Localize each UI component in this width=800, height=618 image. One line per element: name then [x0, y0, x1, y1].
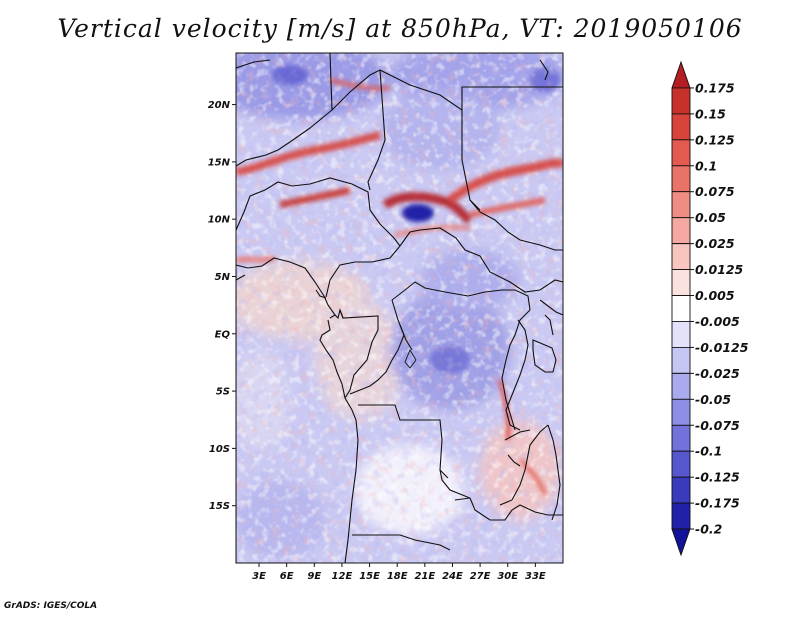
lon-tick-label: 6E	[280, 571, 294, 582]
colorbar-bin	[671, 269, 691, 296]
lat-tick-label: 5S	[216, 387, 230, 398]
colorbar-bin	[671, 243, 691, 271]
colorbar-label: -0.1	[695, 444, 722, 459]
lon-tick-label: 27E	[470, 571, 491, 582]
lat-tick-label: 15S	[209, 501, 230, 512]
plot-frame	[235, 52, 564, 564]
colorbar-bin	[671, 321, 691, 348]
lon-tick-label: 24E	[442, 571, 463, 582]
colorbar-bin	[671, 113, 691, 141]
colorbar-label: 0.15	[695, 106, 726, 121]
colorbar-bin	[671, 60, 691, 89]
lon-tick-label: 18E	[387, 571, 408, 582]
colorbar-bin	[671, 295, 691, 322]
colorbar-bin	[671, 450, 691, 478]
colorbar-label: 0.175	[695, 80, 735, 95]
colorbar-label: 0.005	[695, 288, 735, 303]
colorbar-bin	[671, 165, 691, 193]
colorbar-bin	[671, 372, 691, 400]
lon-tick-label: 33E	[525, 571, 546, 582]
lat-tick-label: 10S	[209, 444, 230, 455]
longitude-axis: 3E 6E 9E 12E 15E 18E 21E 24E 27E 30E 33E	[252, 563, 546, 582]
grads-credit: GrADS: IGES/COLA	[4, 601, 98, 611]
colorbar-label: -0.2	[695, 522, 722, 537]
colorbar-bin	[671, 191, 691, 219]
political-boundaries	[236, 53, 563, 563]
colorbar-label: -0.025	[695, 366, 740, 381]
lat-tick-label: 5N	[215, 272, 231, 283]
colorbar-label: 0.05	[695, 210, 726, 225]
colorbar-label: 0.125	[695, 132, 735, 147]
colorbar-bin	[671, 502, 691, 530]
colorbar-bin	[671, 528, 691, 557]
colorbar-label: -0.175	[695, 496, 740, 511]
colorbar-bin	[671, 398, 691, 426]
colorbar-bin	[671, 87, 691, 115]
lat-tick-label: EQ	[215, 329, 231, 340]
colorbar-label: -0.0125	[695, 340, 749, 355]
colorbar-label: 0.1	[695, 158, 717, 173]
lat-tick-label: 15N	[208, 157, 231, 168]
lon-tick-label: 21E	[414, 571, 435, 582]
map-title: Vertical velocity [m/s] at 850hPa, VT: 2…	[57, 14, 743, 43]
lon-tick-label: 15E	[359, 571, 380, 582]
lat-tick-label: 20N	[208, 100, 231, 111]
colorbar-bin	[671, 476, 691, 504]
lon-tick-label: 3E	[252, 571, 266, 582]
colorbar-bin	[671, 346, 691, 374]
lon-tick-label: 12E	[332, 571, 353, 582]
colorbar-label: 0.0125	[695, 262, 744, 277]
lon-tick-label: 30E	[497, 571, 518, 582]
colorbar: 0.175 0.15 0.125 0.1 0.075 0.05 0.025 0.0125 0.0…	[671, 60, 749, 557]
colorbar-bin	[671, 217, 691, 245]
colorbar-label: 0.075	[695, 184, 735, 199]
latitude-axis: 20N 15N 10N 5N EQ 5S 10S 15S	[208, 100, 236, 512]
colorbar-label: -0.005	[695, 314, 740, 329]
colorbar-bin	[671, 424, 691, 452]
colorbar-label: -0.05	[695, 392, 731, 407]
colorbar-label: -0.075	[695, 418, 740, 433]
colorbar-label: -0.125	[695, 470, 740, 485]
velocity-field	[236, 53, 563, 563]
colorbar-bin	[671, 139, 691, 167]
colorbar-label: 0.025	[695, 236, 735, 251]
lon-tick-label: 9E	[307, 571, 321, 582]
lat-tick-label: 10N	[208, 215, 231, 226]
